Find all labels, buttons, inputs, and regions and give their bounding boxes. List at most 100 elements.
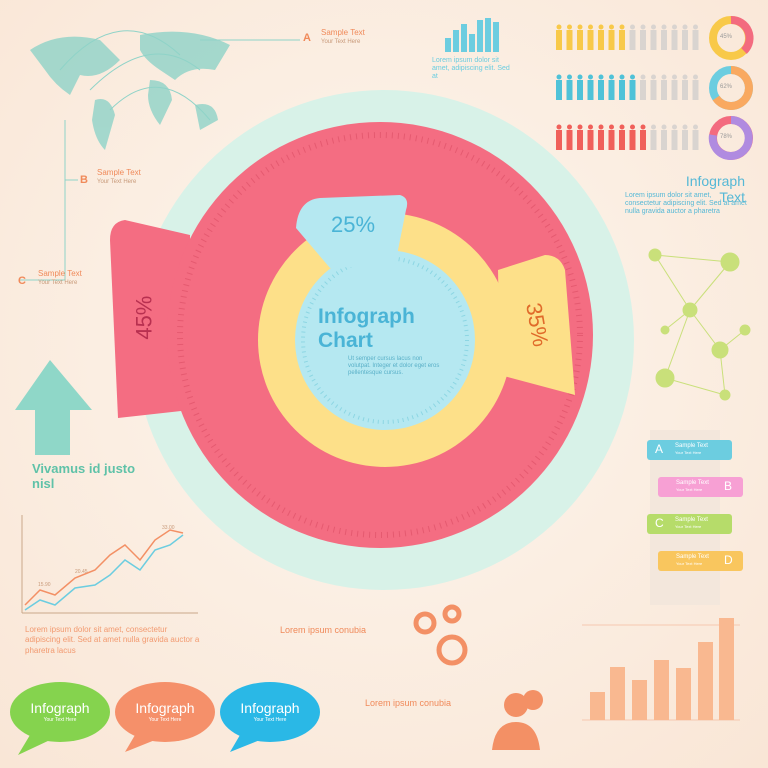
section-title: Lorem ipsum conubia (280, 625, 367, 635)
person-head (588, 124, 593, 130)
person-body (598, 130, 604, 150)
person-body (556, 30, 562, 50)
mini-bar-chart (445, 18, 499, 52)
inner-circle (295, 250, 475, 430)
person-head (672, 24, 677, 30)
person-body (577, 30, 583, 50)
person-head (588, 24, 593, 30)
person-head (556, 74, 562, 80)
tab-subtitle: Your Text Here (676, 487, 703, 492)
person-body (556, 130, 562, 150)
tab-subtitle: Your Text Here (676, 561, 703, 566)
bottom-bar-chart (582, 618, 740, 721)
person-head (619, 24, 625, 30)
line-chart-label: 33.00 (162, 525, 175, 531)
person-head (651, 124, 656, 130)
person-head (567, 124, 572, 130)
line-chart (21, 515, 198, 614)
person-head (672, 74, 677, 80)
segment-label: 45% (131, 295, 157, 340)
person-body (619, 30, 625, 50)
person-head (661, 124, 667, 130)
arrow-text: Vivamus id justo nisl (32, 461, 136, 491)
person-body (619, 130, 625, 150)
ticks (177, 132, 583, 538)
person-head (619, 74, 625, 80)
person-head (556, 24, 562, 30)
person-head (630, 124, 635, 130)
donuts (708, 16, 754, 160)
person-head (693, 24, 698, 30)
person-head (609, 24, 614, 30)
world-map (30, 31, 230, 150)
segment-label: 25% (330, 212, 376, 237)
person-body (577, 80, 583, 100)
person-body (692, 130, 699, 150)
person-body (587, 130, 594, 150)
person-body (682, 130, 688, 150)
network (648, 248, 751, 401)
person-body (587, 30, 594, 50)
person-body (671, 80, 678, 100)
tab-subtitle: Your Text Here (675, 450, 702, 455)
bubble-subtitle: Your Text Here (43, 717, 77, 723)
line-chart-label: 20.45 (75, 569, 88, 575)
tab-letter: B (724, 479, 733, 493)
bubble-subtitle: Your Text Here (148, 717, 182, 723)
person-head (682, 24, 688, 30)
person-head (609, 124, 614, 130)
person-body (650, 30, 657, 50)
person-body (671, 130, 678, 150)
person-head (577, 74, 583, 80)
person-head (598, 24, 604, 30)
chart-title: Infograph Chart (318, 305, 415, 353)
callout-title: Sample Text (321, 28, 365, 37)
person-head (651, 74, 656, 80)
person-body (598, 80, 604, 100)
person-body (671, 30, 678, 50)
person-head (567, 24, 572, 30)
person-head (661, 74, 667, 80)
person-head (588, 74, 593, 80)
person-body (608, 130, 615, 150)
callout-letter: C (18, 275, 26, 287)
person-body (598, 30, 604, 50)
person-body (619, 80, 625, 100)
person-head (661, 24, 667, 30)
callout-subtitle: Your Text Here (97, 179, 137, 185)
tab-25 (296, 195, 408, 268)
person-head (630, 24, 635, 30)
gears (413, 604, 468, 666)
people-stat: 45% (720, 34, 733, 40)
person-head (577, 124, 583, 130)
person-head (693, 124, 698, 130)
person-head (556, 124, 562, 130)
person-head (598, 74, 604, 80)
bubble-subtitle: Your Text Here (253, 717, 287, 723)
people-stat: 78% (720, 134, 733, 140)
person-body (640, 80, 646, 100)
person-body (556, 80, 562, 100)
person-body (629, 80, 636, 100)
person-head (640, 124, 646, 130)
map-lines (20, 30, 300, 281)
person-head (682, 124, 688, 130)
person-body (640, 30, 646, 50)
person-body (566, 80, 573, 100)
line-chart-label: 15.90 (38, 582, 51, 588)
callout-title: Sample Text (97, 168, 141, 177)
person-head (672, 124, 677, 130)
callout-letter: A (303, 32, 311, 44)
person-body (640, 130, 646, 150)
bubble-title: Infograph (240, 700, 300, 716)
left-text: Lorem ipsum dolor sit amet, consectetur … (25, 625, 200, 655)
person-head (651, 24, 656, 30)
person-body (682, 80, 688, 100)
person-body (577, 130, 583, 150)
person-body (692, 80, 699, 100)
person-body (661, 80, 667, 100)
person-body (608, 30, 615, 50)
tab-subtitle: Your Text Here (675, 524, 702, 529)
